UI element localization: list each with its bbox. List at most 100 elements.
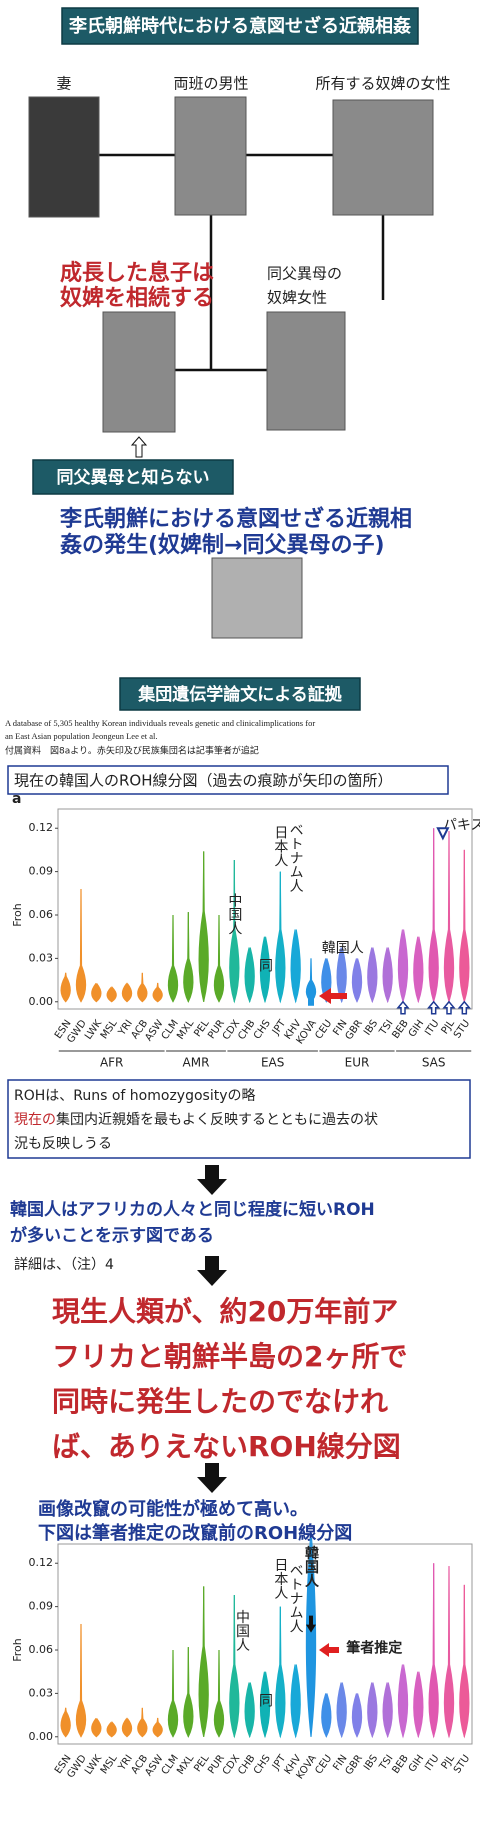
roh-meaning: 況も反映しうる xyxy=(14,1136,112,1152)
caption-box xyxy=(7,765,449,795)
claim: 同時に発生したのでなけれ xyxy=(52,1385,388,1418)
violin xyxy=(152,982,163,1003)
violin xyxy=(275,871,286,1004)
roh-meaning: 集団内近親婚を最もよく反映するとともに過去の状 xyxy=(56,1111,378,1128)
group-label: SAS xyxy=(422,1056,446,1070)
y-tick-label: 0.03 xyxy=(29,951,54,964)
claim: ば、ありえないROH線分図 xyxy=(52,1430,401,1463)
finding: が多いことを示す図である xyxy=(10,1225,214,1246)
violin xyxy=(244,947,255,1004)
annotation: 同 xyxy=(257,958,273,973)
violin xyxy=(167,1649,179,1738)
suspicion: 画像改竄の可能性が極めて高い。 xyxy=(38,1498,308,1520)
violin xyxy=(397,1664,409,1739)
violin xyxy=(428,828,439,1004)
suspicion: 下図は筆者推定の改竄前のROH線分図 xyxy=(38,1522,352,1544)
violin xyxy=(244,1682,255,1739)
violin xyxy=(183,912,194,1003)
blue-arrow xyxy=(442,1000,456,1015)
x-tick-label: CHS xyxy=(252,1018,273,1041)
violin xyxy=(351,1693,363,1738)
plot-frame xyxy=(57,808,473,1010)
annotation: ベトナム人 xyxy=(288,1563,304,1633)
up-arrow xyxy=(130,436,148,458)
y-tick-label: 0.09 xyxy=(29,1600,54,1613)
outcome: 姦の発生(奴婢制→同父異母の子) xyxy=(60,532,385,558)
y-tick-label: 0.00 xyxy=(29,995,54,1008)
violin xyxy=(91,982,102,1003)
wife-label: 妻 xyxy=(56,75,71,93)
outcome: 李氏朝鮮における意図せざる近親相 xyxy=(59,506,412,532)
violin xyxy=(351,958,363,1003)
y-axis-label: Froh xyxy=(11,1638,24,1662)
x-tick-label: ITU xyxy=(423,1018,441,1038)
violin xyxy=(459,1584,470,1739)
violin xyxy=(413,936,424,1004)
violin xyxy=(198,851,209,1002)
x-tick-label: CEU xyxy=(313,1018,334,1041)
notes-box xyxy=(7,1079,471,1159)
y-tick-label: 0.03 xyxy=(29,1686,54,1699)
annotation: 日本人 xyxy=(272,1557,288,1599)
x-tick-label: CHS xyxy=(252,1753,273,1776)
y-axis-label: Froh xyxy=(11,903,24,927)
x-tick-label: STU xyxy=(452,1753,472,1776)
annotation: 筆者推定 xyxy=(346,1640,402,1657)
x-tick-label: GIH xyxy=(407,1753,426,1774)
blue-arrow xyxy=(396,1000,410,1015)
violin xyxy=(336,947,347,1004)
violin xyxy=(290,929,301,1004)
detail: 詳細は、（注）4 xyxy=(14,1257,114,1273)
son-photo xyxy=(102,311,176,433)
violin xyxy=(259,1671,271,1739)
red-arrow xyxy=(319,987,347,1004)
x-tick-label: STU xyxy=(452,1018,472,1041)
violin xyxy=(75,1623,87,1738)
y-tick-label: 0.06 xyxy=(29,908,54,921)
annotation: 韓国人 xyxy=(303,1545,319,1588)
violin xyxy=(382,947,393,1004)
violin xyxy=(413,1671,424,1739)
violin xyxy=(459,849,470,1004)
violin xyxy=(121,982,133,1003)
claim: フリカと朝鮮半島の2ヶ所で xyxy=(52,1340,407,1373)
violin xyxy=(443,1566,455,1739)
violin xyxy=(443,831,455,1004)
red-arrow xyxy=(319,1643,339,1657)
x-tick-label: MSL xyxy=(99,1753,120,1776)
x-tick-label: BEB xyxy=(390,1018,411,1041)
group-label: AMR xyxy=(183,1056,210,1070)
y-tick-label: 0.12 xyxy=(29,821,54,834)
half-sister-photo xyxy=(266,311,346,431)
citation: an East Asian population Jeongeun Lee et… xyxy=(5,731,158,741)
x-tick-label: IBS xyxy=(362,1018,380,1037)
violin xyxy=(60,1707,71,1738)
half-sister-label: 同父異母の xyxy=(267,265,342,283)
group-label: AFR xyxy=(100,1056,123,1070)
violin xyxy=(91,1717,102,1738)
violin xyxy=(152,1717,163,1738)
slave-label: 所有する奴婢の女性 xyxy=(315,75,450,93)
wife-photo xyxy=(28,96,100,218)
y-tick-label: 0.12 xyxy=(29,1556,54,1569)
down-arrow xyxy=(197,1256,227,1286)
violin xyxy=(229,1595,240,1739)
annotation: 日本人 xyxy=(272,825,288,867)
violin xyxy=(382,1682,393,1739)
unaware: 同父異母と知らない xyxy=(57,467,210,488)
chart: aFroh0.000.030.060.090.12ESNGWDLWKMSLYRI… xyxy=(11,791,480,1070)
violin xyxy=(106,1721,117,1738)
annotation: 中国人 xyxy=(234,1610,250,1652)
down-arrow xyxy=(197,1463,227,1493)
highlight xyxy=(308,984,314,1006)
annotation: 同 xyxy=(257,1693,273,1708)
violin xyxy=(213,914,225,1003)
violin xyxy=(305,1537,317,1737)
group-label: EAS xyxy=(261,1056,284,1070)
violin xyxy=(428,1563,439,1739)
half-sister-label: 奴婢女性 xyxy=(267,289,327,307)
violin xyxy=(213,1649,225,1738)
annotation: ベトナム人 xyxy=(288,822,304,892)
yangban-label: 両班の男性 xyxy=(173,75,248,93)
claim: 現生人類が、約20万年前ア xyxy=(52,1295,398,1328)
